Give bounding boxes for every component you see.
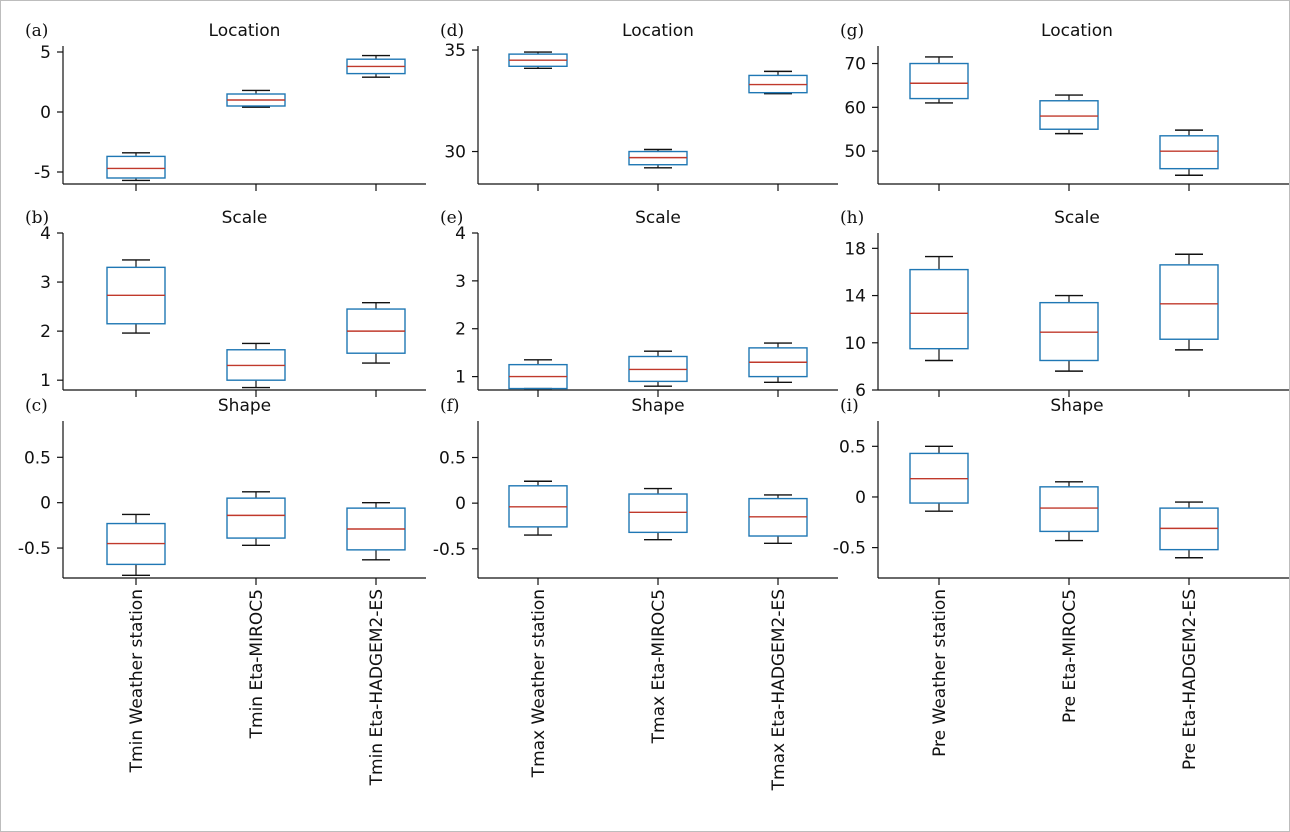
panel-letter: (g) [840, 21, 864, 41]
category-label: Tmax Eta-HADGEM2-ES [769, 589, 789, 791]
y-tick-label: 6 [855, 381, 866, 401]
box-iqr [226, 497, 286, 539]
panel-letter: (i) [840, 396, 859, 416]
y-tick-label: 1 [40, 371, 51, 391]
y-tick-label: 0 [40, 494, 51, 514]
category-label: Tmax Eta-MIROC5 [649, 589, 669, 744]
box-iqr [628, 493, 688, 534]
panel-letter: (h) [840, 208, 864, 228]
y-tick-label: 0 [455, 494, 466, 514]
y-tick-label: 50 [844, 142, 866, 162]
y-tick-label: 10 [844, 334, 866, 354]
box-iqr [909, 268, 969, 350]
y-tick-label: 60 [844, 98, 866, 118]
category-label: Tmin Eta-MIROC5 [247, 589, 267, 739]
category-label: Tmax Weather station [529, 589, 549, 778]
panel-letter: (d) [440, 21, 464, 41]
y-tick-label: 2 [40, 322, 51, 342]
category-label: Tmin Weather station [127, 589, 147, 773]
y-tick-label: 0.5 [24, 448, 51, 468]
y-tick-label: 14 [844, 287, 866, 307]
panel-title: Location [209, 21, 281, 41]
box-iqr [1159, 264, 1219, 340]
y-tick-label: 0 [855, 488, 866, 508]
category-label: Tmin Eta-HADGEM2-ES [367, 589, 387, 786]
y-tick-label: 4 [455, 224, 466, 244]
category-label: Pre Weather station [930, 589, 950, 757]
y-tick-label: -0.5 [833, 539, 866, 559]
panel-title: Scale [635, 208, 681, 228]
y-tick-label: 1 [455, 368, 466, 388]
panel-title: Location [622, 21, 694, 41]
box-iqr [1039, 486, 1099, 533]
panel-letter: (e) [440, 208, 463, 228]
box-iqr [909, 62, 969, 100]
y-tick-label: 35 [444, 41, 466, 61]
y-tick-label: 0.5 [839, 437, 866, 457]
panel-letter: (f) [440, 396, 460, 416]
y-tick-label: 0.5 [439, 449, 466, 469]
panel-title: Scale [222, 208, 268, 228]
y-tick-label: 4 [40, 224, 51, 244]
category-label: Pre Eta-MIROC5 [1060, 589, 1080, 723]
panel-title: Shape [631, 396, 684, 416]
box-iqr [1159, 135, 1219, 170]
y-tick-label: 70 [844, 55, 866, 75]
panel-letter: (c) [25, 396, 48, 416]
y-tick-label: 3 [40, 273, 51, 293]
y-tick-label: 3 [455, 272, 466, 292]
y-tick-label: 18 [844, 239, 866, 259]
panel-title: Scale [1054, 208, 1100, 228]
y-tick-label: -0.5 [18, 539, 51, 559]
y-tick-label: -5 [34, 163, 51, 183]
panel-letter: (b) [25, 208, 49, 228]
panel-title: Shape [1050, 396, 1103, 416]
panel-title: Location [1041, 21, 1113, 41]
y-tick-label: 5 [40, 43, 51, 63]
y-tick-label: 0 [40, 103, 51, 123]
y-tick-label: 30 [444, 143, 466, 163]
category-label: Pre Eta-HADGEM2-ES [1180, 589, 1200, 770]
box-iqr [106, 155, 166, 179]
panel-letter: (a) [25, 21, 48, 41]
panel-title: Shape [218, 396, 271, 416]
box-iqr [1039, 100, 1099, 130]
y-tick-label: 2 [455, 320, 466, 340]
y-tick-label: -0.5 [433, 540, 466, 560]
